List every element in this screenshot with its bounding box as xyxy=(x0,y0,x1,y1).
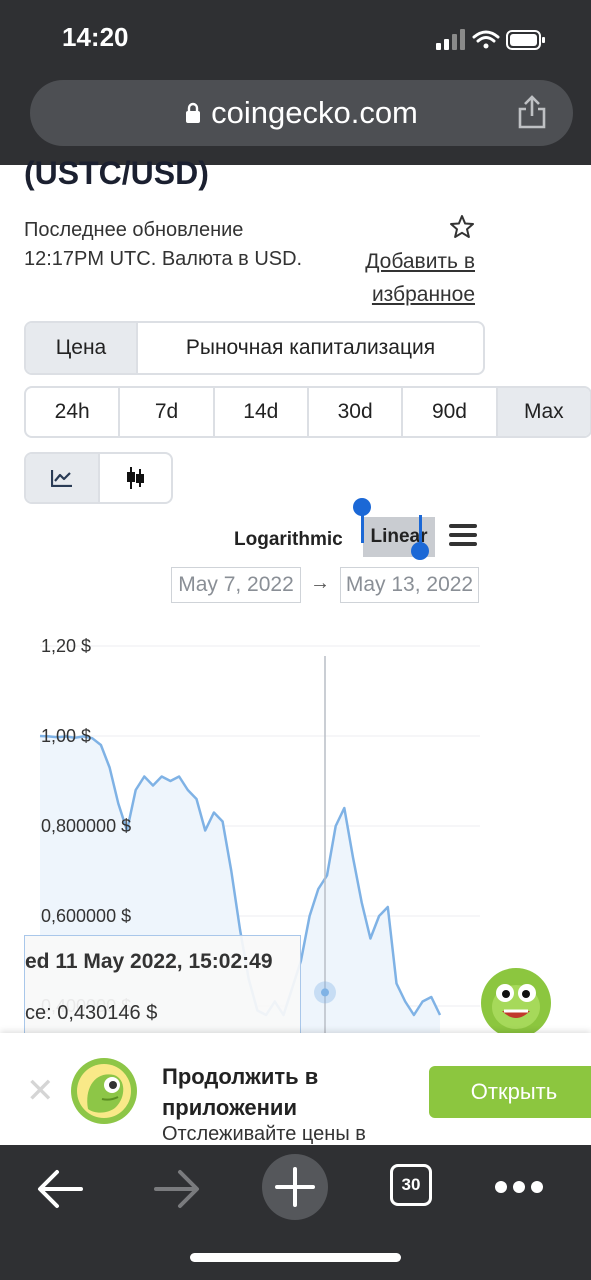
selection-handle-end[interactable] xyxy=(411,542,429,560)
battery-icon xyxy=(506,30,545,50)
more-icon[interactable] xyxy=(494,1180,544,1194)
date-from-input[interactable]: May 7, 2022 xyxy=(171,567,301,603)
banner-subtitle: Отслеживайте цены в xyxy=(162,1123,366,1145)
signal-icon xyxy=(436,29,465,50)
open-app-button[interactable]: Открыть xyxy=(429,1066,591,1118)
chart-hover-point xyxy=(321,988,329,997)
range-30d[interactable]: 30d xyxy=(309,388,404,436)
candlestick-button[interactable] xyxy=(100,454,172,502)
banner-title: Продолжить в приложении xyxy=(162,1064,319,1120)
lock-icon xyxy=(186,102,201,123)
url-text: coingecko.com xyxy=(211,95,418,130)
selection-handle-start[interactable] xyxy=(353,498,371,516)
candlestick-icon xyxy=(127,467,145,489)
add-to-favorites-link[interactable]: Добавить в избранное xyxy=(365,250,475,306)
range-7d[interactable]: 7d xyxy=(120,388,215,436)
range-max[interactable]: Max xyxy=(497,388,590,436)
back-arrow-icon[interactable] xyxy=(35,1168,85,1210)
chart-price-line xyxy=(39,734,442,1017)
wifi-icon xyxy=(472,30,500,49)
close-icon[interactable]: ✕ xyxy=(26,1072,55,1110)
home-indicator xyxy=(190,1253,401,1262)
hamburger-menu-icon[interactable] xyxy=(449,524,477,551)
update-info: Последнее обновление 12:17PM UTC. Валюта… xyxy=(24,219,303,270)
status-time: 14:20 xyxy=(62,22,129,52)
tooltip-price: ce: 0,430146 $ xyxy=(25,1002,158,1024)
line-chart-button[interactable] xyxy=(26,454,100,502)
coingecko-logo-icon xyxy=(70,1057,138,1130)
url-bar[interactable]: coingecko.com xyxy=(30,80,573,146)
range-90d[interactable]: 90d xyxy=(403,388,498,436)
y-tick-label: 0,600000 $ xyxy=(41,906,131,926)
range-14d[interactable]: 14d xyxy=(215,388,309,436)
selection-handle-end-line xyxy=(419,515,422,551)
chart-type-tabs xyxy=(24,452,173,504)
line-chart-icon xyxy=(50,470,72,487)
url-display[interactable]: coingecko.com xyxy=(30,80,573,146)
coingecko-mascot-icon[interactable] xyxy=(480,967,552,1044)
new-tab-button[interactable] xyxy=(262,1154,328,1220)
arrow-right-icon: → xyxy=(310,572,330,594)
status-icons xyxy=(436,28,548,57)
y-tick-label: 0,800000 $ xyxy=(41,816,131,836)
y-tick-label: 1,20 $ xyxy=(41,636,91,656)
page-title: (USTC/USD) xyxy=(24,155,209,191)
forward-arrow-icon[interactable] xyxy=(152,1168,202,1210)
tab-price[interactable]: Цена xyxy=(26,323,138,373)
range-24h[interactable]: 24h xyxy=(26,388,121,436)
metric-tabs: Цена Рыночная капитализация xyxy=(24,321,485,375)
plus-icon xyxy=(275,1167,315,1207)
logarithmic-scale-option[interactable]: Logarithmic xyxy=(234,529,343,550)
tab-market-cap[interactable]: Рыночная капитализация xyxy=(185,336,436,359)
share-icon[interactable] xyxy=(517,94,547,135)
y-tick-label: 1,00 $ xyxy=(41,726,91,746)
selection-handle-start-line xyxy=(361,507,364,543)
tabs-button[interactable]: 30 xyxy=(390,1164,432,1206)
date-to-input[interactable]: May 13, 2022 xyxy=(340,567,479,603)
star-icon[interactable] xyxy=(449,214,475,245)
tooltip-date: ed 11 May 2022, 15:02:49 xyxy=(25,950,273,973)
range-tabs: 24h 7d 14d 30d 90d Max xyxy=(24,386,591,438)
app-banner: ✕ Продолжить в приложении Отслеживайте ц… xyxy=(0,1033,591,1145)
